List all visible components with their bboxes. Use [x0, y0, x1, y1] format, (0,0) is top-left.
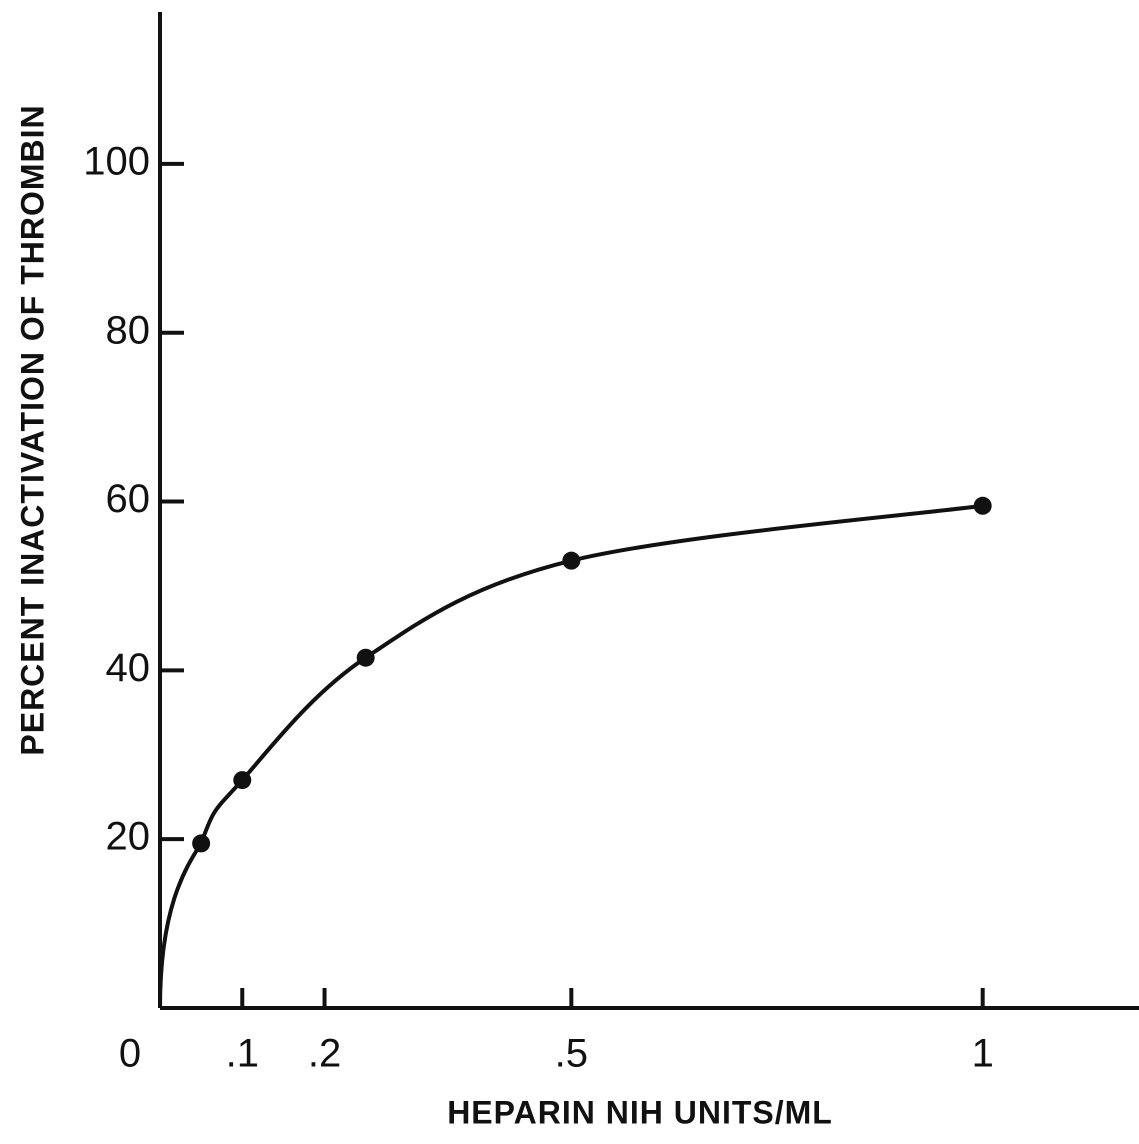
x-axis-label: HEPARIN NIH UNITS/ML — [447, 1094, 833, 1130]
y-tick-label: 80 — [106, 308, 151, 352]
y-tick-label: 60 — [106, 477, 151, 521]
y-tick-label: 40 — [106, 646, 151, 690]
data-point — [356, 648, 375, 667]
x-tick-label: 0 — [119, 1032, 141, 1076]
x-tick-label: 1 — [972, 1032, 994, 1076]
data-point — [562, 551, 581, 570]
y-tick-label: 20 — [106, 815, 151, 859]
fit-curve — [199, 503, 983, 845]
x-tick-label: .5 — [555, 1032, 588, 1076]
data-point — [973, 496, 992, 515]
y-tick-label: 100 — [83, 139, 150, 183]
y-axis-label: PERCENT INACTIVATION OF THROMBIN — [14, 104, 50, 755]
fit-curve-start — [158, 842, 203, 1009]
x-tick-label: .2 — [308, 1032, 341, 1076]
data-point — [192, 834, 211, 853]
x-tick-label: .1 — [226, 1032, 259, 1076]
data-point — [233, 771, 252, 790]
